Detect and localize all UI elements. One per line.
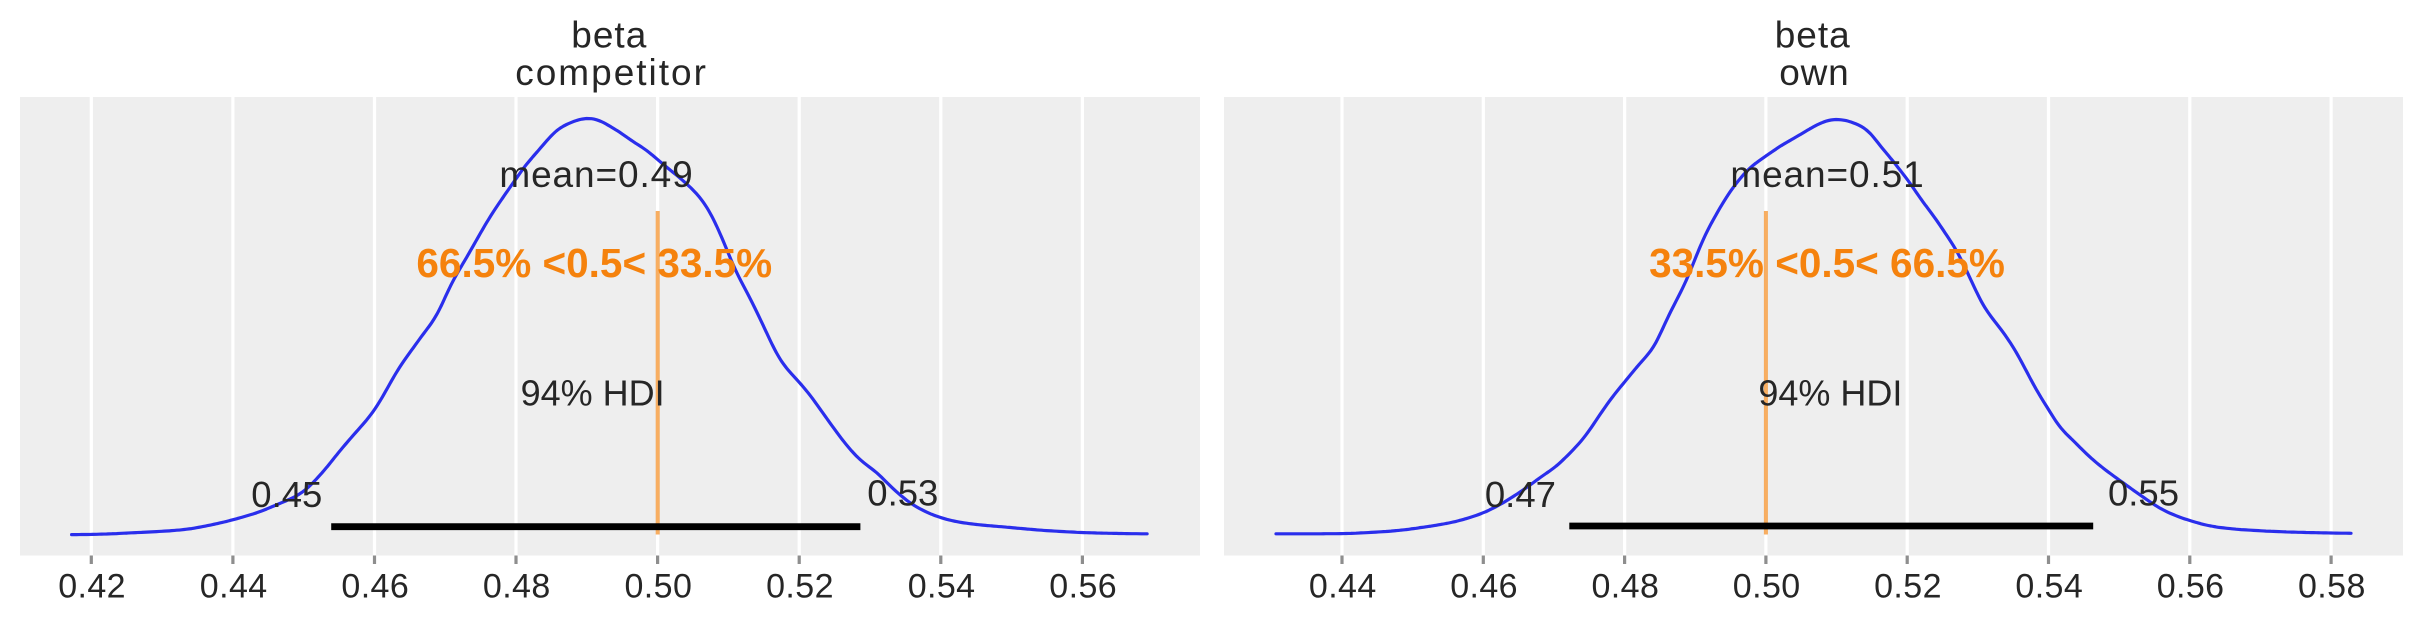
svg-text:94% HDI: 94% HDI <box>1758 372 1902 413</box>
svg-text:0.55: 0.55 <box>2108 472 2179 513</box>
svg-text:0.54: 0.54 <box>908 568 976 606</box>
svg-text:0.45: 0.45 <box>251 474 322 515</box>
svg-text:mean=0.51: mean=0.51 <box>1730 154 1924 195</box>
svg-text:0.44: 0.44 <box>1309 568 1377 606</box>
svg-text:beta: beta <box>1775 14 1851 55</box>
svg-text:0.50: 0.50 <box>625 568 693 606</box>
svg-text:0.58: 0.58 <box>2298 568 2366 606</box>
svg-text:0.52: 0.52 <box>1874 568 1942 606</box>
svg-text:beta: beta <box>571 14 647 55</box>
svg-text:0.46: 0.46 <box>341 568 409 606</box>
svg-text:0.48: 0.48 <box>483 568 551 606</box>
svg-text:0.56: 0.56 <box>1049 568 1117 606</box>
svg-text:mean=0.49: mean=0.49 <box>499 154 693 195</box>
svg-text:own: own <box>1779 52 1849 93</box>
svg-text:0.42: 0.42 <box>58 568 126 606</box>
svg-text:66.5% <0.5< 33.5%: 66.5% <0.5< 33.5% <box>416 240 772 286</box>
svg-text:0.53: 0.53 <box>867 472 938 513</box>
svg-text:0.52: 0.52 <box>766 568 834 606</box>
svg-text:0.56: 0.56 <box>2157 568 2225 606</box>
svg-text:0.50: 0.50 <box>1733 568 1801 606</box>
svg-text:33.5% <0.5< 66.5%: 33.5% <0.5< 66.5% <box>1649 240 2005 286</box>
svg-text:94% HDI: 94% HDI <box>521 372 665 413</box>
svg-text:0.44: 0.44 <box>200 568 268 606</box>
svg-text:0.47: 0.47 <box>1485 474 1556 515</box>
svg-text:0.46: 0.46 <box>1450 568 1518 606</box>
svg-text:0.54: 0.54 <box>2015 568 2083 606</box>
svg-text:competitor: competitor <box>515 52 708 93</box>
svg-text:0.48: 0.48 <box>1592 568 1660 606</box>
